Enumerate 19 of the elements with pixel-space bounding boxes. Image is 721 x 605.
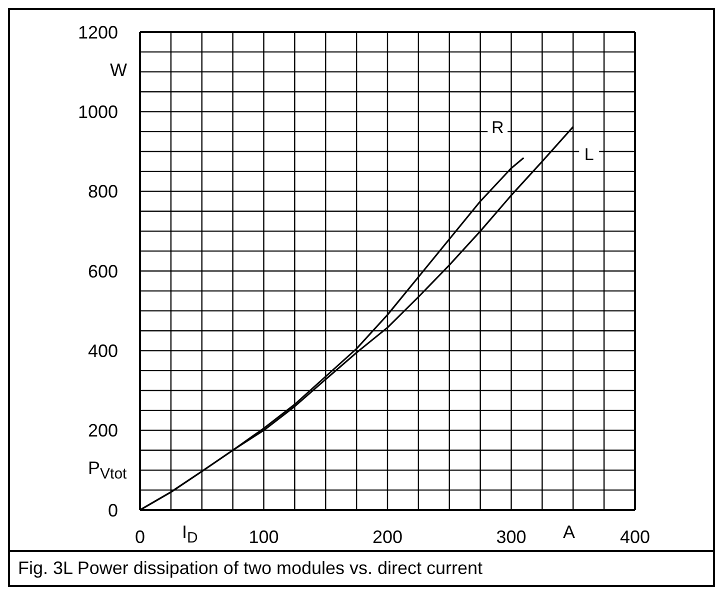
y-tick-label: 800 bbox=[88, 182, 118, 202]
y-tick-label: 400 bbox=[88, 341, 118, 362]
x-tick-label: 200 bbox=[372, 526, 403, 547]
y-tick-label: 200 bbox=[88, 420, 118, 441]
text: W bbox=[110, 60, 127, 81]
y-axis-title: P$_{Vtot}$ bbox=[88, 458, 127, 483]
x-tick-label: 300 bbox=[496, 526, 526, 547]
text: A bbox=[563, 522, 576, 543]
x-tick-label: 0 bbox=[134, 526, 146, 547]
y-tick-label: 600 bbox=[88, 261, 118, 282]
y-tick-label: 0 bbox=[108, 500, 118, 520]
x-axis-title: I$_{D}$ bbox=[182, 522, 198, 547]
y-tick-label: 1200 bbox=[78, 22, 118, 42]
x-tick-label: 400 bbox=[620, 526, 650, 547]
y-tick-label: 1000 bbox=[78, 102, 118, 122]
series-label: L bbox=[584, 144, 594, 164]
x-tick-label: 100 bbox=[248, 526, 279, 547]
caption: Fig. 3L Power dissipation of two modules vs. direct current bbox=[10, 550, 713, 585]
series-label: R bbox=[491, 118, 504, 137]
